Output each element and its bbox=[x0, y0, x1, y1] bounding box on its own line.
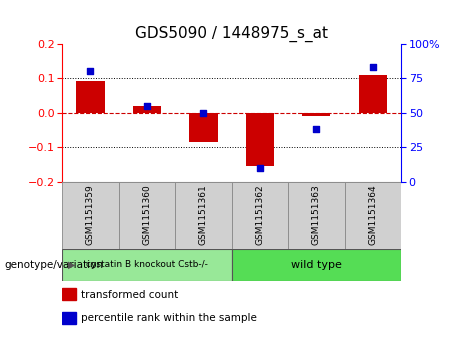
Text: GSM1151362: GSM1151362 bbox=[255, 185, 265, 245]
Point bbox=[313, 126, 320, 132]
FancyBboxPatch shape bbox=[62, 249, 231, 281]
FancyBboxPatch shape bbox=[231, 182, 288, 249]
FancyBboxPatch shape bbox=[62, 182, 118, 249]
Bar bbox=[302, 113, 331, 116]
Text: wild type: wild type bbox=[291, 260, 342, 270]
Text: ▶: ▶ bbox=[68, 260, 76, 270]
Point bbox=[143, 103, 151, 109]
Bar bbox=[62, 288, 76, 300]
Bar bbox=[62, 312, 76, 324]
Text: percentile rank within the sample: percentile rank within the sample bbox=[81, 313, 257, 323]
Text: GSM1151361: GSM1151361 bbox=[199, 185, 208, 245]
Text: GSM1151364: GSM1151364 bbox=[368, 185, 378, 245]
Point bbox=[256, 165, 264, 171]
Text: GSM1151360: GSM1151360 bbox=[142, 185, 152, 245]
FancyBboxPatch shape bbox=[175, 182, 231, 249]
Text: cystatin B knockout Cstb-/-: cystatin B knockout Cstb-/- bbox=[86, 261, 208, 269]
Point bbox=[87, 68, 94, 74]
Bar bbox=[246, 113, 274, 166]
Text: GSM1151363: GSM1151363 bbox=[312, 185, 321, 245]
Bar bbox=[77, 81, 105, 113]
Bar bbox=[359, 74, 387, 113]
Point bbox=[369, 64, 377, 70]
Title: GDS5090 / 1448975_s_at: GDS5090 / 1448975_s_at bbox=[135, 26, 328, 42]
FancyBboxPatch shape bbox=[344, 182, 401, 249]
Point bbox=[200, 110, 207, 115]
Text: genotype/variation: genotype/variation bbox=[5, 260, 104, 270]
FancyBboxPatch shape bbox=[118, 182, 175, 249]
Bar bbox=[189, 113, 218, 142]
Text: GSM1151359: GSM1151359 bbox=[86, 185, 95, 245]
Bar bbox=[133, 106, 161, 113]
FancyBboxPatch shape bbox=[288, 182, 344, 249]
Text: transformed count: transformed count bbox=[81, 290, 178, 299]
FancyBboxPatch shape bbox=[231, 249, 401, 281]
